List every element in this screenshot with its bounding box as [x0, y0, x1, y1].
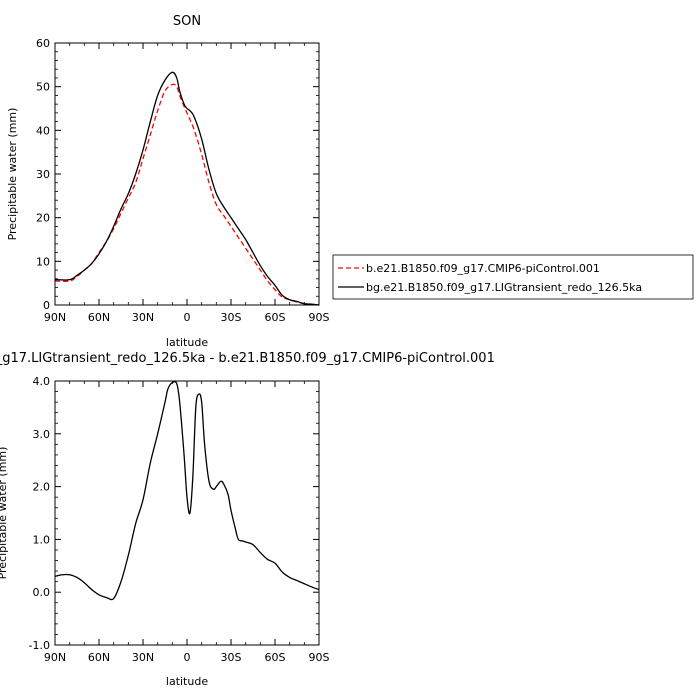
- legend-label-1: bg.e21.B1850.f09_g17.LIGtransient_redo_1…: [366, 281, 642, 294]
- y-tick-label: 40: [36, 124, 50, 137]
- y-tick-label: 3.0: [33, 428, 51, 441]
- x-tick-label: 30S: [221, 311, 242, 324]
- panel-bottom-ylabel: Precipitable water (mm): [0, 447, 9, 580]
- panel-top-title: SON: [173, 14, 201, 29]
- y-tick-label: 0: [43, 299, 50, 312]
- legend-label-0: b.e21.B1850.f09_g17.CMIP6-piControl.001: [366, 262, 600, 275]
- x-tick-label: 60N: [88, 651, 110, 664]
- x-tick-label: 0: [184, 311, 191, 324]
- panel-top-ylabel: Precipitable water (mm): [6, 108, 19, 241]
- y-tick-label: 0.0: [33, 586, 51, 599]
- x-tick-label: 30N: [132, 311, 154, 324]
- y-tick-label: 1.0: [33, 533, 51, 546]
- panel-top-ticks: 90N 60N 30N 0 30S 60S 90S 0 10 20 30 40 50 60: [36, 37, 330, 324]
- panel-bottom-series: [54, 380, 320, 601]
- x-tick-label: 30S: [221, 651, 242, 664]
- x-tick-label: 90S: [309, 311, 330, 324]
- x-tick-label: 90S: [309, 651, 330, 664]
- bottom-series-line-0: [54, 380, 320, 601]
- top-series-line-0: [54, 83, 320, 306]
- x-tick-label: 60N: [88, 311, 110, 324]
- y-tick-label: 20: [36, 212, 50, 225]
- panel-bottom-title: bg.e21.B1850.f09_g17.LIGtransient_redo_1…: [0, 351, 495, 366]
- y-tick-label: 30: [36, 168, 50, 181]
- y-tick-label: 60: [36, 37, 50, 50]
- top-series-line-1: [54, 71, 320, 306]
- x-tick-label: 90N: [44, 651, 66, 664]
- legend: b.e21.B1850.f09_g17.CMIP6-piControl.001 …: [332, 254, 694, 300]
- panel-top: SON 90N 60N 30N 0 30S 60S 90S 0 10 20 30 40 50 60 lat…: [6, 14, 330, 349]
- y-tick-label: 2.0: [33, 481, 51, 494]
- y-tick-label: 4.0: [33, 375, 51, 388]
- y-tick-label: -1.0: [29, 639, 50, 652]
- x-tick-label: 60S: [265, 651, 286, 664]
- x-tick-label: 90N: [44, 311, 66, 324]
- legend-box: [332, 254, 694, 300]
- panel-bottom-ticks: 90N 60N 30N 0 30S 60S 90S -1.0 0.0 1.0 2.0 3.0 4.0: [29, 375, 330, 664]
- panel-bottom-xlabel: latitude: [166, 675, 208, 688]
- x-tick-label: 0: [184, 651, 191, 664]
- panel-top-xlabel: latitude: [166, 336, 208, 349]
- panel-bottom-frame: [54, 380, 320, 646]
- y-tick-label: 50: [36, 81, 50, 94]
- panel-top-series: [54, 71, 320, 306]
- y-tick-label: 10: [36, 255, 50, 268]
- x-tick-label: 30N: [132, 651, 154, 664]
- panel-top-frame: [54, 42, 320, 306]
- x-tick-label: 60S: [265, 311, 286, 324]
- panel-bottom: bg.e21.B1850.f09_g17.LIGtransient_redo_1…: [0, 351, 495, 688]
